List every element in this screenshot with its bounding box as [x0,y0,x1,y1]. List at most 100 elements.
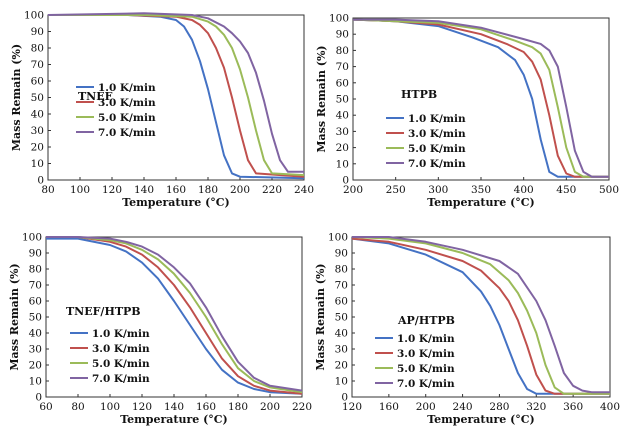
y-tick-label: 100 [329,13,349,25]
series-line-2 [352,18,609,178]
x-tick-label: 240 [453,401,473,413]
legend-label: 5.0 K/min [98,112,156,124]
x-tick-label: 100 [100,401,120,413]
x-tick-label: 200 [416,401,436,413]
y-tick-label: 40 [31,109,44,121]
x-tick-label: 280 [489,401,509,413]
y-tick-label: 10 [336,158,349,170]
series-line-3 [352,18,609,178]
legend-label: 1.0 K/min [408,113,466,125]
series-line-2 [46,236,303,395]
x-tick-label: 120 [132,401,152,413]
y-tick-label: 90 [335,248,348,260]
x-tick-label: 240 [294,184,314,196]
series-line-3 [351,236,610,395]
x-tick-label: 80 [71,401,84,413]
legend-label: 1.0 K/min [98,82,156,94]
y-tick-label: 10 [31,158,44,170]
y-tick-label: 100 [22,232,42,244]
chart-panel-2: 0 10 20 30 40 50 60 70 80 90 100 200 250 300 350 400 450… [315,13,619,210]
x-tick-label: 80 [41,184,54,196]
y-axis-label: Mass Remain (%) [315,45,328,152]
y-axis-label: Mass Remain (%) [8,263,21,370]
y-tick-label: 70 [31,59,44,71]
x-tick-label: 200 [230,184,250,196]
x-axis-label: Temperature (°C) [427,413,535,426]
x-tick-label: 140 [164,401,184,413]
x-tick-label: 220 [262,184,282,196]
y-axis-label: Mass Remain (%) [314,263,327,370]
y-tick-label: 80 [336,45,349,57]
legend-label: 7.0 K/min [92,373,150,385]
series-line-1 [351,237,610,395]
x-tick-label: 160 [196,401,216,413]
chart-title: TNEF/HTPB [66,305,141,318]
x-tick-label: 180 [198,184,218,196]
x-tick-label: 160 [166,184,186,196]
y-tick-label: 80 [31,43,44,55]
legend-label: 7.0 K/min [98,127,156,139]
x-tick-label: 120 [342,401,362,413]
chart-title: TNEF [78,90,113,103]
y-tick-label: 80 [335,264,348,276]
x-tick-label: 60 [39,401,52,413]
x-tick-label: 400 [514,184,534,196]
y-tick-label: 70 [29,280,42,292]
y-tick-label: 10 [335,376,348,388]
plot-frame [352,17,610,181]
series-line-1 [46,237,303,395]
x-tick-label: 160 [379,401,399,413]
legend-label: 3.0 K/min [98,97,156,109]
x-tick-label: 200 [260,401,280,413]
y-tick-label: 40 [29,328,42,340]
y-tick-label: 0 [35,392,42,404]
legend-label: 5.0 K/min [92,358,150,370]
x-tick-label: 180 [228,401,248,413]
x-tick-label: 350 [471,184,491,196]
x-tick-label: 140 [134,184,154,196]
x-tick-label: 100 [70,184,90,196]
y-tick-label: 40 [336,110,349,122]
y-tick-label: 20 [31,142,44,154]
x-tick-label: 250 [386,184,406,196]
series-line-2 [351,237,610,395]
legend-label: 3.0 K/min [397,348,455,360]
y-tick-label: 60 [336,77,349,89]
chart-title: AP/HTPB [397,314,455,327]
legend-label: 5.0 K/min [408,143,466,155]
y-tick-label: 0 [37,175,44,187]
y-tick-label: 20 [29,360,42,372]
series-line-4 [46,236,303,392]
x-tick-label: 320 [526,401,546,413]
y-tick-label: 90 [31,26,44,38]
x-tick-label: 500 [599,184,619,196]
x-tick-label: 400 [600,401,620,413]
y-tick-label: 0 [342,175,349,187]
x-tick-label: 120 [102,184,122,196]
y-tick-label: 50 [29,312,42,324]
legend-label: 7.0 K/min [397,378,455,390]
legend-label: 1.0 K/min [92,328,150,340]
legend-label: 3.0 K/min [92,343,150,355]
legend: 1.0 K/min 3.0 K/min 5.0 K/min 7.0 K/min [70,328,150,385]
series-line-4 [352,236,610,394]
y-tick-label: 60 [29,296,42,308]
series-line-4 [47,12,304,173]
y-tick-label: 20 [335,360,348,372]
x-axis-label: Temperature (°C) [427,196,535,209]
x-axis-label: Temperature (°C) [122,196,230,209]
y-tick-label: 20 [336,142,349,154]
series-line-1 [352,18,609,178]
y-tick-label: 0 [341,392,348,404]
y-tick-label: 90 [29,248,42,260]
y-tick-label: 60 [335,296,348,308]
legend-label: 1.0 K/min [397,333,455,345]
y-tick-label: 100 [24,10,44,22]
y-tick-label: 30 [335,344,348,356]
y-tick-label: 40 [335,328,348,340]
chart-panel-3: 0 10 20 30 40 50 60 70 80 90 100 60 80 100 120 140 160 18… [8,232,312,427]
y-tick-label: 30 [29,344,42,356]
y-tick-label: 100 [328,232,348,244]
y-tick-label: 50 [335,312,348,324]
